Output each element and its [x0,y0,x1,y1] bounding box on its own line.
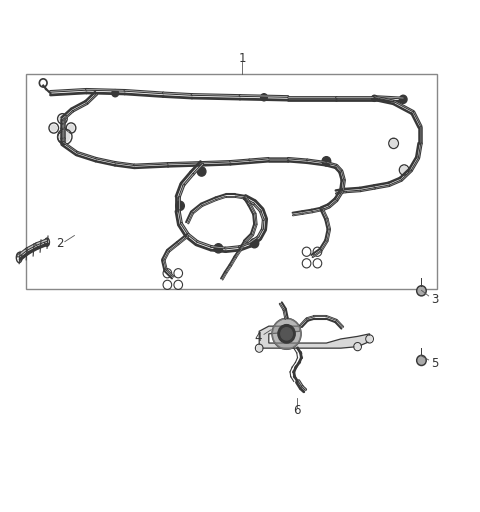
Circle shape [399,95,407,103]
Circle shape [60,116,65,122]
Circle shape [418,287,425,294]
Circle shape [250,239,259,248]
Circle shape [60,134,65,140]
Text: 1: 1 [239,52,246,66]
Polygon shape [259,326,370,348]
Circle shape [261,94,267,101]
Circle shape [278,325,295,343]
Circle shape [322,157,331,166]
Text: 5: 5 [431,357,438,370]
Circle shape [257,346,262,351]
Circle shape [355,344,360,349]
Circle shape [372,95,377,101]
Circle shape [68,125,74,131]
Circle shape [390,140,397,147]
Circle shape [417,286,426,296]
Text: 3: 3 [431,293,438,306]
Circle shape [281,328,292,340]
Text: 6: 6 [293,404,300,417]
Circle shape [51,125,57,131]
Circle shape [401,166,408,174]
Bar [26,74,437,289]
Circle shape [214,244,223,253]
Circle shape [418,357,425,364]
Circle shape [417,355,426,366]
Text: 2: 2 [56,237,64,250]
Circle shape [176,201,184,210]
Circle shape [197,167,206,176]
Circle shape [367,336,372,342]
Circle shape [112,90,119,97]
Circle shape [272,318,301,349]
Circle shape [60,132,70,142]
Text: 4: 4 [254,331,262,345]
